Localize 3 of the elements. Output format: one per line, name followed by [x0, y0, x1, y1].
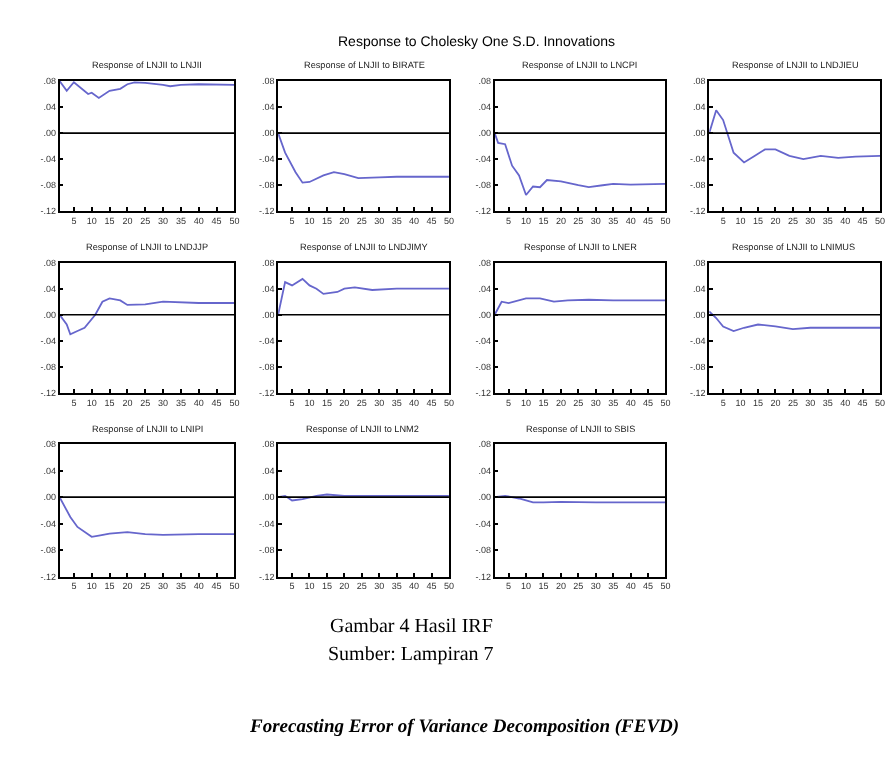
- text: Sumber: Lampiran 7: [328, 644, 494, 666]
- text: Gambar 4 Hasil IRF: [330, 616, 494, 638]
- text: Forecasting Error of Variance Decomposition (FEVD): [248, 718, 680, 738]
